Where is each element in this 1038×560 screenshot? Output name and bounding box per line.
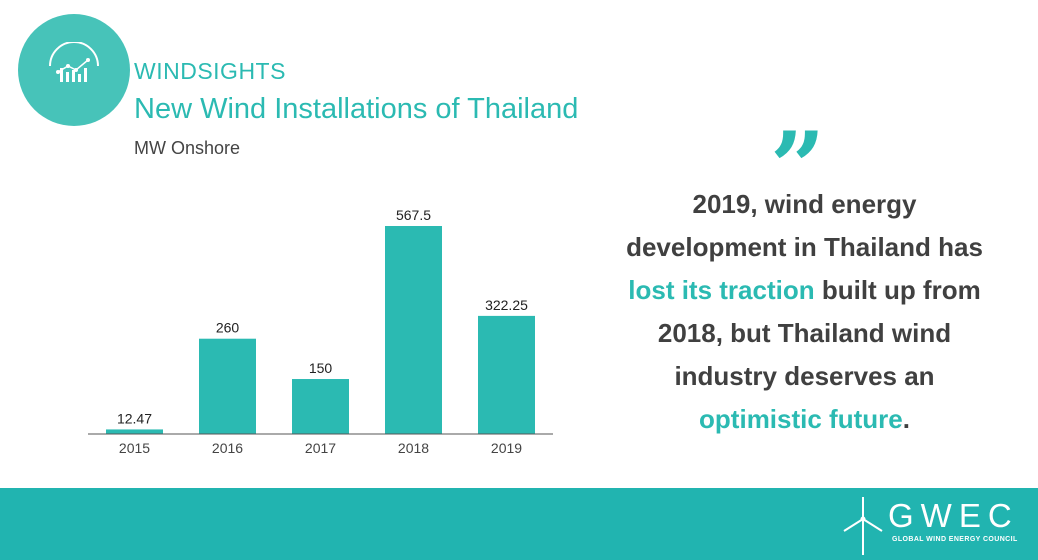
chart-icon [49, 42, 99, 82]
brand-name: WINDSIGHTS [134, 58, 286, 84]
quote-text: 2019, wind energy development in Thailan… [612, 183, 997, 441]
quote-part-1: 2019, wind energy development in Thailan… [626, 189, 983, 262]
bar-2017 [292, 379, 349, 434]
bar-2018 [385, 226, 442, 434]
bar-chart: 12.47 2015 260 2016 150 2017 567.5 2018 322.25 20… [88, 207, 553, 456]
quote-highlight-2: optimistic future [699, 404, 903, 434]
gwec-logo-subtext: GLOBAL WIND ENERGY COUNCIL [892, 536, 1018, 543]
data-label-2019: 322.25 [485, 297, 528, 313]
bar-2016 [199, 338, 256, 434]
chart-title: New Wind Installations of Thailand [134, 93, 579, 125]
quote-highlight-1: lost its traction [628, 275, 815, 305]
wind-turbine-icon [843, 497, 883, 555]
footer-bar [0, 488, 1038, 560]
data-label-2015: 12.47 [117, 410, 152, 426]
windsights-logo [18, 14, 130, 126]
quote-part-2: built up from 2018, but Thailand wind in… [657, 275, 981, 391]
gwec-logo-text: GWEC [888, 497, 1019, 534]
quote-mark: ” [770, 111, 826, 224]
x-tick-label-2017: 2017 [305, 440, 336, 456]
data-label-2018: 567.5 [396, 207, 431, 223]
x-tick-label-2016: 2016 [212, 440, 243, 456]
x-tick-label-2018: 2018 [398, 440, 429, 456]
quote-part-3: . [902, 404, 910, 434]
data-label-2016: 260 [216, 320, 240, 336]
x-tick-label-2019: 2019 [491, 440, 522, 456]
chart-subtitle: MW Onshore [134, 138, 241, 158]
bar-2019 [478, 315, 535, 434]
bar-2015 [106, 429, 163, 434]
data-label-2017: 150 [309, 360, 333, 376]
x-tick-label-2015: 2015 [119, 440, 150, 456]
